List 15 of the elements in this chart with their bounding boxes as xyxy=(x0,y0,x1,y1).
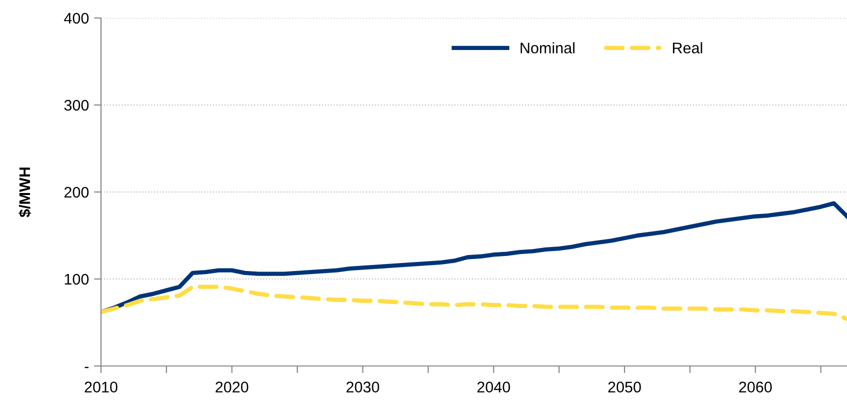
x-tick-label: 2050 xyxy=(608,382,641,392)
line-series xyxy=(101,284,847,322)
y-tick-label: 300 xyxy=(64,100,89,111)
y-axis-title: $/MWH xyxy=(18,168,32,218)
y-tick-label: 200 xyxy=(64,186,89,198)
y-tick-label: - xyxy=(84,366,89,368)
x-tick-label: 2060 xyxy=(739,382,772,392)
x-tick-label: 2030 xyxy=(346,382,380,392)
legend-label: Nominal xyxy=(520,42,574,54)
x-tick-label: 2040 xyxy=(477,382,510,392)
x-tick-label: 2010 xyxy=(84,382,118,392)
legend-label: Real xyxy=(672,42,702,54)
x-tick-label: 2020 xyxy=(216,382,248,392)
y-tick-label: 100 xyxy=(64,274,89,285)
y-tick-label: 400 xyxy=(64,12,89,24)
